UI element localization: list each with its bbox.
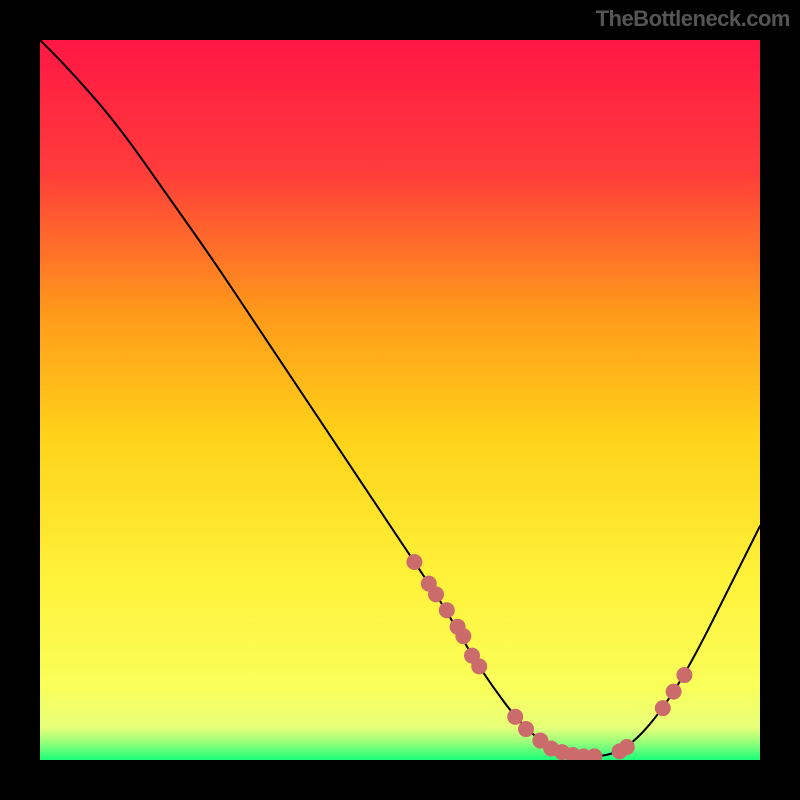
chart-marker <box>655 700 671 716</box>
chart-background <box>40 40 760 760</box>
chart-marker <box>666 684 682 700</box>
chart-plot-area <box>40 40 760 760</box>
chart-marker <box>507 709 523 725</box>
chart-svg <box>40 40 760 760</box>
chart-marker <box>471 658 487 674</box>
chart-marker <box>518 721 534 737</box>
chart-marker <box>676 667 692 683</box>
chart-marker <box>428 586 444 602</box>
chart-marker <box>619 739 635 755</box>
chart-marker <box>406 554 422 570</box>
watermark-text: TheBottleneck.com <box>596 6 790 32</box>
chart-marker <box>455 628 471 644</box>
chart-marker <box>439 602 455 618</box>
